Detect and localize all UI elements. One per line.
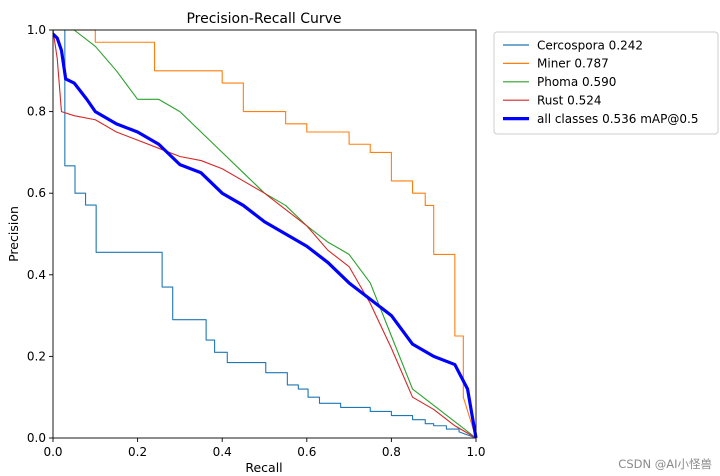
y-tick-label: 0.8 bbox=[27, 105, 46, 119]
y-tick-label: 0.0 bbox=[27, 431, 46, 445]
legend-label-miner: Miner 0.787 bbox=[537, 57, 609, 71]
watermark: CSDN @AI小怪兽 bbox=[618, 457, 712, 471]
series-line-cercospora bbox=[53, 29, 477, 439]
legend: Cercospora 0.242 Miner 0.787 Phoma 0.590 Ru… bbox=[493, 31, 719, 135]
y-tick-label: 0.2 bbox=[27, 349, 46, 363]
x-axis-title: Recall bbox=[245, 460, 282, 475]
y-tick-label: 0.6 bbox=[27, 186, 46, 200]
legend-label-phoma: Phoma 0.590 bbox=[537, 75, 616, 89]
y-tick-label: 0.4 bbox=[27, 268, 46, 282]
x-tick-label: 1.0 bbox=[466, 445, 485, 459]
legend-label-cercospora: Cercospora 0.242 bbox=[537, 38, 643, 52]
legend-label-rust: Rust 0.524 bbox=[537, 94, 602, 108]
y-tick-label: 1.0 bbox=[27, 23, 46, 37]
series-line-rust bbox=[53, 29, 477, 439]
axes: 0.0 0.2 0.4 0.6 0.8 1.0 0.0 0.2 0.4 0.6 0.8 1.0 bbox=[27, 23, 486, 459]
x-tick-label: 0.2 bbox=[128, 445, 147, 459]
chart-title: Precision-Recall Curve bbox=[186, 11, 341, 27]
legend-label-all-classes: all classes 0.536 mAP@0.5 bbox=[537, 112, 698, 126]
y-axis-title: Precision bbox=[6, 206, 21, 262]
series-line-miner bbox=[53, 29, 477, 439]
plot-area bbox=[53, 29, 478, 439]
plot-frame bbox=[52, 29, 477, 439]
x-tick-label: 0.6 bbox=[297, 445, 316, 459]
series-line-all-classes bbox=[53, 32, 478, 439]
legend-box bbox=[493, 31, 719, 135]
x-tick-label: 0.4 bbox=[213, 445, 232, 459]
plot-background bbox=[53, 30, 476, 438]
x-tick-label: 0.8 bbox=[382, 445, 401, 459]
series-line-phoma bbox=[53, 29, 477, 439]
x-tick-label: 0.0 bbox=[43, 445, 62, 459]
